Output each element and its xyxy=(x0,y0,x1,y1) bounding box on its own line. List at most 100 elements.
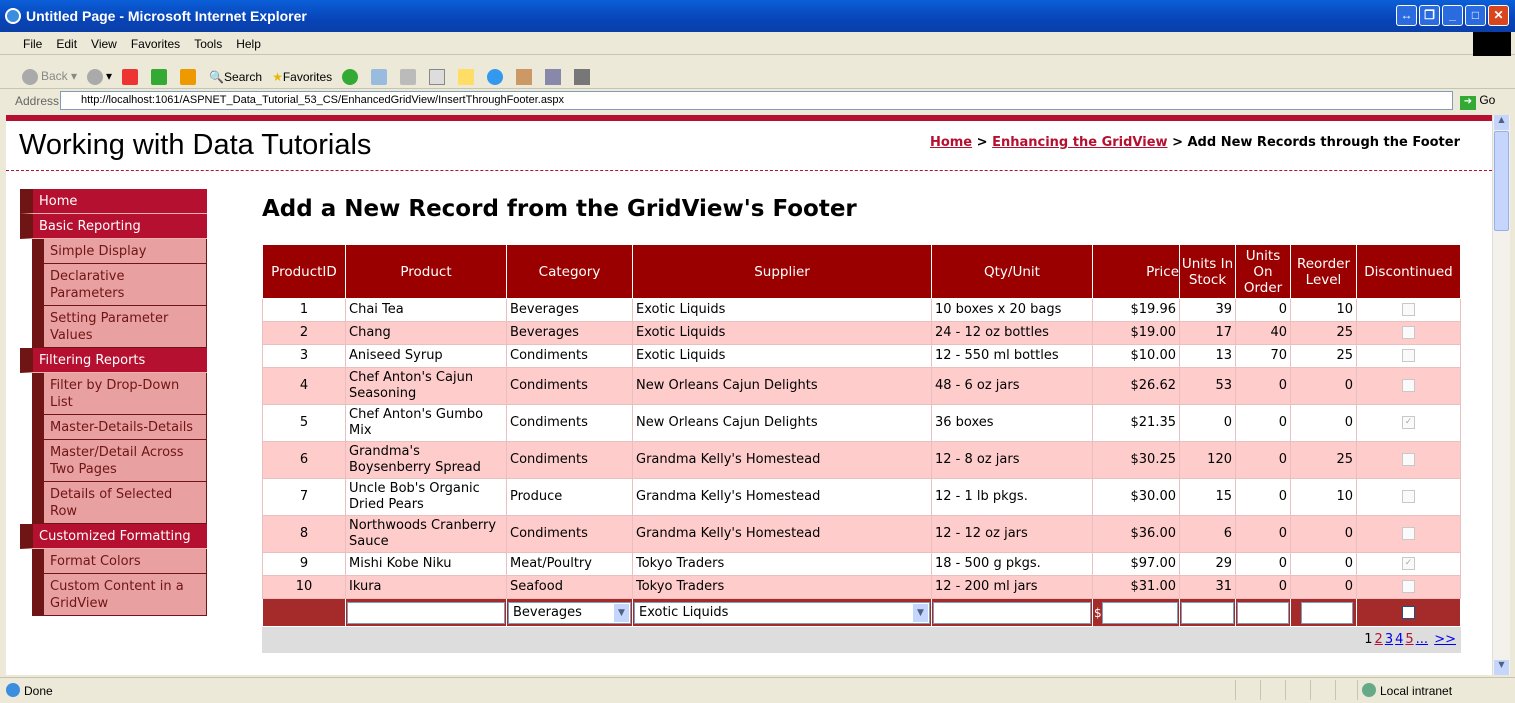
maximize-button[interactable]: □ xyxy=(1465,5,1486,26)
scroll-thumb[interactable] xyxy=(1494,131,1509,231)
menu-view[interactable]: View xyxy=(91,37,117,51)
back-button[interactable]: Back ▾ xyxy=(22,68,77,85)
minimize-button[interactable]: _ xyxy=(1442,5,1463,26)
sidebar-item[interactable]: Declarative Parameters xyxy=(32,264,207,306)
reorder-level-input[interactable] xyxy=(1301,601,1353,624)
cell-reorder-level: 25 xyxy=(1290,441,1357,479)
cell-units-on-order: 0 xyxy=(1235,575,1291,599)
sidebar-item[interactable]: Master/Detail Across Two Pages xyxy=(32,440,207,482)
sidebar-item[interactable]: Format Colors xyxy=(32,549,207,574)
vertical-scrollbar[interactable]: ▲ ▼ xyxy=(1492,115,1510,675)
sidebar-item[interactable]: Setting Parameter Values xyxy=(32,306,207,348)
go-arrow-icon: ➜ xyxy=(1460,96,1476,110)
cell-units-on-order: 0 xyxy=(1235,515,1291,553)
sidebar-item[interactable]: Simple Display xyxy=(32,239,207,264)
cell-productid: 10 xyxy=(262,575,346,599)
cell-qty-unit: 24 - 12 oz bottles xyxy=(931,321,1093,345)
sidebar-item[interactable]: Customized Formatting xyxy=(20,524,207,549)
switch-icon[interactable]: ↔ xyxy=(1396,5,1417,26)
breadcrumb-home[interactable]: Home xyxy=(929,135,973,150)
cell-price: $30.25 xyxy=(1092,441,1180,479)
address-input[interactable]: http://localhost:1061/ASPNET_Data_Tutori… xyxy=(60,91,1453,110)
cell-discontinued xyxy=(1356,344,1461,368)
history-icon[interactable] xyxy=(342,68,359,85)
mail-icon[interactable] xyxy=(371,68,388,85)
menu-help[interactable]: Help xyxy=(236,37,261,51)
cell-units-on-order: 0 xyxy=(1235,441,1291,479)
globe-icon[interactable] xyxy=(487,68,504,85)
discontinued-input-checkbox[interactable] xyxy=(1402,605,1415,619)
cell-qty-unit: 12 - 200 ml jars xyxy=(931,575,1093,599)
cell-product: Chef Anton's Gumbo Mix xyxy=(345,404,507,442)
menu-tools[interactable]: Tools xyxy=(194,37,223,51)
pager-next[interactable]: >> xyxy=(1434,631,1456,647)
scroll-down-icon[interactable]: ▼ xyxy=(1494,660,1509,675)
cell-reorder-level: 0 xyxy=(1290,515,1357,553)
units-on-order-input[interactable] xyxy=(1237,601,1289,624)
cell-price: $10.00 xyxy=(1092,344,1180,368)
stop-icon[interactable] xyxy=(122,68,139,85)
column-header: Price xyxy=(1092,244,1180,299)
chevron-down-icon: ▼ xyxy=(614,603,629,622)
cell-units-on-order: 0 xyxy=(1235,404,1291,442)
footer-empty xyxy=(262,598,346,627)
category-select[interactable]: Beverages ▼ xyxy=(508,601,631,624)
table-row: 5 Chef Anton's Gumbo Mix Condiments New Orl… xyxy=(262,404,1461,442)
pager-link[interactable]: 3 xyxy=(1384,631,1394,647)
menu-file[interactable]: File xyxy=(23,37,43,51)
breadcrumb-section[interactable]: Enhancing the GridView xyxy=(992,135,1168,150)
menu-bar: File Edit View Favorites Tools Help xyxy=(0,32,1515,55)
sidebar-item[interactable]: Details of Selected Row xyxy=(32,482,207,524)
table-row: 6 Grandma's Boysenberry Spread Condiments G… xyxy=(262,441,1461,479)
tool-icon[interactable] xyxy=(516,68,533,85)
research-icon[interactable] xyxy=(545,68,562,85)
units-in-stock-input[interactable] xyxy=(1181,601,1234,624)
column-header: Reorder Level xyxy=(1290,244,1357,299)
address-label: Address xyxy=(15,94,60,108)
cell-supplier: Grandma Kelly's Homestead xyxy=(632,515,932,553)
edit-word-icon[interactable] xyxy=(429,68,446,85)
cell-product: Chef Anton's Cajun Seasoning xyxy=(345,367,507,405)
pager-link[interactable]: 4 xyxy=(1395,631,1404,647)
cell-units-in-stock: 17 xyxy=(1179,321,1236,345)
sidebar-item[interactable]: Custom Content in a GridView xyxy=(32,574,207,616)
sidebar-item[interactable]: Master-Details-Details xyxy=(32,415,207,440)
close-button[interactable]: ✕ xyxy=(1488,5,1509,26)
sidebar-item[interactable]: Filter by Drop-Down List xyxy=(32,373,207,415)
discontinued-checkbox xyxy=(1402,490,1415,503)
favorites-button[interactable]: ★Favorites xyxy=(272,69,333,84)
pager-link[interactable]: 5 xyxy=(1405,631,1414,647)
status-text: Done xyxy=(24,684,53,698)
scroll-up-icon[interactable]: ▲ xyxy=(1494,115,1509,130)
menu-edit[interactable]: Edit xyxy=(56,37,78,51)
home-icon[interactable] xyxy=(180,68,197,85)
menu-favorites[interactable]: Favorites xyxy=(130,37,181,51)
discontinued-checkbox xyxy=(1402,379,1415,392)
sidebar-item[interactable]: Home xyxy=(20,189,207,214)
pager-link[interactable]: ... xyxy=(1415,631,1429,647)
price-input[interactable] xyxy=(1101,601,1178,624)
cell-reorder-level: 10 xyxy=(1290,298,1357,322)
note-icon[interactable] xyxy=(458,68,475,85)
zone-text: Local intranet xyxy=(1380,684,1453,698)
search-button[interactable]: 🔍Search xyxy=(209,69,263,84)
product-name-input[interactable] xyxy=(347,601,505,624)
qty-per-unit-input[interactable] xyxy=(933,601,1091,624)
cell-qty-unit: 48 - 6 oz jars xyxy=(931,367,1093,405)
cell-units-in-stock: 0 xyxy=(1179,404,1236,442)
forward-button[interactable]: ▾ xyxy=(87,68,112,85)
refresh-icon[interactable] xyxy=(151,68,168,85)
pager-link[interactable]: 2 xyxy=(1374,631,1383,647)
messenger-icon[interactable] xyxy=(574,68,591,85)
supplier-select[interactable]: Exotic Liquids ▼ xyxy=(634,601,930,624)
restore-icon[interactable]: ❐ xyxy=(1419,5,1440,26)
sidebar-item[interactable]: Basic Reporting xyxy=(20,214,207,239)
cell-reorder-level: 0 xyxy=(1290,575,1357,599)
table-row: 2 Chang Beverages Exotic Liquids 24 - 12 oz … xyxy=(262,321,1461,345)
print-icon[interactable] xyxy=(400,68,417,85)
sidebar-item[interactable]: Filtering Reports xyxy=(20,348,207,373)
go-button[interactable]: ➜ Go xyxy=(1460,93,1495,110)
cell-category: Condiments xyxy=(506,367,633,405)
cell-supplier: New Orleans Cajun Delights xyxy=(632,367,932,405)
cell-product: Ikura xyxy=(345,575,507,599)
